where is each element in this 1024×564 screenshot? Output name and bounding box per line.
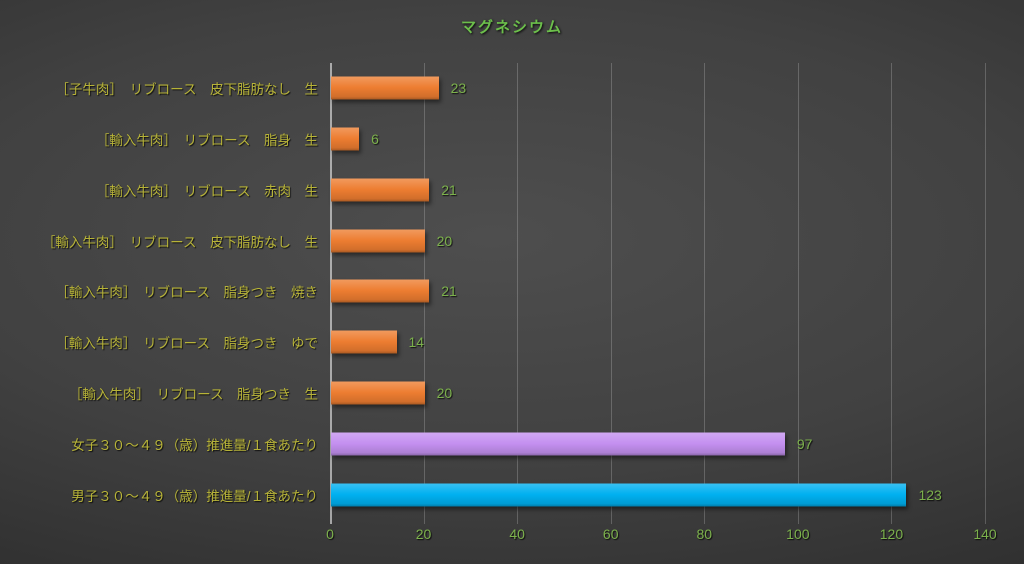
plot-area: 23 6 21 20 21 14 20 97 123 <box>330 63 1008 524</box>
value-label: 14 <box>408 334 425 351</box>
gridline <box>704 63 706 524</box>
x-axis-tick-labels: 0 20 40 60 80 100 120 140 <box>326 526 1008 548</box>
data-bar <box>331 127 360 151</box>
chart-row: 6 <box>330 114 1008 165</box>
x-tick-label: 100 <box>786 526 810 542</box>
category-label: ［子牛肉］ リブロース 皮下脂肪なし 生 <box>55 82 318 98</box>
category-label: ［輸入牛肉］ リブロース 脂身 生 <box>95 133 318 149</box>
data-bar <box>331 178 430 202</box>
gridline <box>610 63 612 524</box>
value-label: 23 <box>450 80 467 97</box>
chart-row: 14 <box>330 317 1008 368</box>
value-label: 97 <box>796 435 813 452</box>
value-label: 21 <box>441 283 457 300</box>
category-label: ［輸入牛肉］ リブロース 皮下脂肪なし 生 <box>41 234 318 250</box>
gridline <box>797 63 799 524</box>
value-label: 123 <box>918 486 942 503</box>
chart-row: 20 <box>330 215 1008 266</box>
value-label: 6 <box>371 131 379 148</box>
data-bar <box>331 483 907 507</box>
category-label: ［輸入牛肉］ リブロース 脂身つき 焼き <box>55 285 318 301</box>
gridline <box>985 63 986 524</box>
chart-row: 97 <box>330 418 1008 469</box>
value-label: 20 <box>436 385 453 402</box>
value-label: 21 <box>441 181 457 198</box>
data-bar <box>331 76 439 100</box>
category-label: ［輸入牛肉］ リブロース 脂身つき ゆで <box>55 336 318 352</box>
chart-title: マグネシウム <box>460 19 563 36</box>
chart-row: 21 <box>330 165 1008 216</box>
chart-row: 123 <box>330 469 1008 520</box>
x-tick-label: 60 <box>602 526 619 542</box>
chart-row: 21 <box>330 266 1008 317</box>
x-tick-label: 40 <box>509 526 525 542</box>
x-tick-label: 0 <box>326 526 334 542</box>
category-label: ［輸入牛肉］ リブロース 赤肉 生 <box>95 183 318 199</box>
value-label: 20 <box>436 232 453 249</box>
category-label: ［輸入牛肉］ リブロース 脂身つき 生 <box>68 387 318 403</box>
x-tick-label: 80 <box>696 526 713 542</box>
x-tick-label: 20 <box>415 526 432 542</box>
category-axis-labels: ［子牛肉］ リブロース 皮下脂肪なし 生 ［輸入牛肉］ リブロース 脂身 生 ［輸入… <box>0 63 318 520</box>
data-bar <box>331 432 785 456</box>
data-bar <box>331 330 397 354</box>
gridline <box>517 63 519 524</box>
category-label: 女子３０～４９（歳）推進量/１食あたり <box>71 437 318 453</box>
chart-row: 23 <box>330 63 1008 114</box>
x-tick-label: 140 <box>973 526 997 542</box>
data-bar <box>331 381 425 405</box>
chart-row: 20 <box>330 368 1008 419</box>
data-bar <box>331 279 430 303</box>
category-label: 男子３０～４９（歳）推進量/１食あたり <box>71 488 318 504</box>
x-tick-label: 120 <box>879 526 904 542</box>
gridline <box>891 63 893 524</box>
data-bar <box>331 229 425 253</box>
